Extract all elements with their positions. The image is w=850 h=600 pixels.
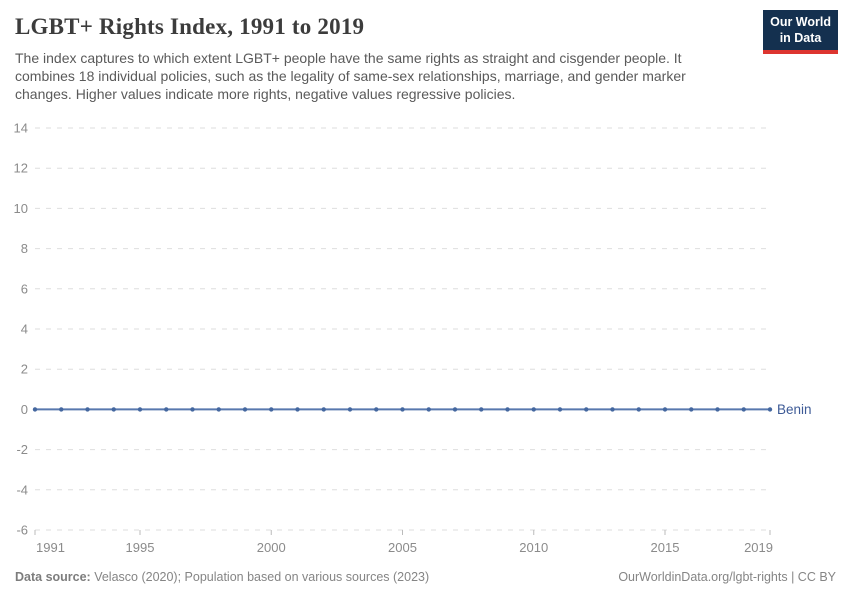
y-tick-label: 12 (14, 161, 28, 176)
data-point (531, 407, 536, 412)
data-point (505, 407, 510, 412)
y-tick-label: 0 (21, 402, 28, 417)
data-point (452, 407, 458, 412)
data-point (610, 407, 615, 412)
data-point (216, 407, 221, 412)
y-tick-label: -4 (16, 482, 28, 497)
data-point (767, 407, 773, 412)
data-point (164, 407, 169, 412)
owid-logo: Our World in Data (763, 10, 838, 55)
x-tick-label: 1991 (36, 540, 65, 555)
data-point (400, 407, 405, 412)
data-point (636, 407, 641, 412)
data-point (374, 407, 379, 412)
line-chart: 14 12 10 8 6 4 2 0 -2 -4 -6 1991 1995 2000 2005 2010 201… (14, 121, 812, 556)
y-tick-label: 4 (21, 322, 28, 337)
chart-subtitle: The index captures to which extent LGBT+… (15, 50, 686, 103)
x-tick-label: 1995 (126, 540, 155, 555)
data-source-label: Data source: (15, 570, 91, 584)
y-tick-label: 10 (14, 201, 28, 216)
data-point (479, 407, 484, 412)
data-point (662, 407, 668, 412)
data-point (321, 407, 326, 412)
data-point (59, 407, 64, 412)
series-label: Benin (777, 402, 812, 417)
y-tick-label: 14 (14, 121, 28, 136)
data-point (347, 407, 353, 412)
y-tick-label: -6 (16, 523, 28, 538)
data-point (295, 407, 300, 412)
y-tick-label: 6 (21, 281, 28, 296)
data-source-note: Data source: Velasco (2020); Population … (15, 570, 429, 584)
data-point (242, 407, 248, 412)
x-tick-label: 2015 (651, 540, 680, 555)
data-point (269, 407, 274, 412)
owid-logo-line1: Our World (770, 15, 831, 29)
owid-logo-line2: in Data (779, 30, 822, 45)
data-point (689, 407, 694, 412)
data-point (32, 407, 38, 412)
chart-header: LGBT+ Rights Index, 1991 to 2019 The ind… (15, 14, 765, 104)
data-point (137, 407, 143, 412)
data-point (111, 407, 116, 412)
data-point (584, 407, 589, 412)
data-point (190, 407, 195, 412)
y-tick-label: 8 (21, 241, 28, 256)
x-tick-label: 2019 (744, 540, 773, 555)
x-tick-label: 2000 (257, 540, 286, 555)
data-source-text: Velasco (2020); Population based on vari… (90, 570, 430, 584)
license-note: OurWorldinData.org/lgbt-rights | CC BY (618, 570, 836, 584)
x-tick-label: 2010 (519, 540, 548, 555)
x-tick-label: 2005 (388, 540, 417, 555)
chart-footer: Data source: Velasco (2020); Population … (15, 570, 836, 584)
y-tick-label: -2 (16, 442, 28, 457)
page-title: LGBT+ Rights Index, 1991 to 2019 (15, 14, 365, 39)
data-point (741, 407, 746, 412)
data-point (85, 407, 90, 412)
data-point (715, 407, 720, 412)
data-point (426, 407, 431, 412)
data-point (557, 407, 563, 412)
y-tick-label: 2 (21, 362, 28, 377)
